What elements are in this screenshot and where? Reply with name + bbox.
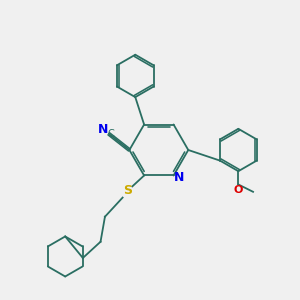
Text: N: N xyxy=(98,123,108,136)
Text: S: S xyxy=(123,184,132,197)
Text: N: N xyxy=(174,171,184,184)
Text: O: O xyxy=(234,185,243,195)
Text: C: C xyxy=(108,129,115,139)
